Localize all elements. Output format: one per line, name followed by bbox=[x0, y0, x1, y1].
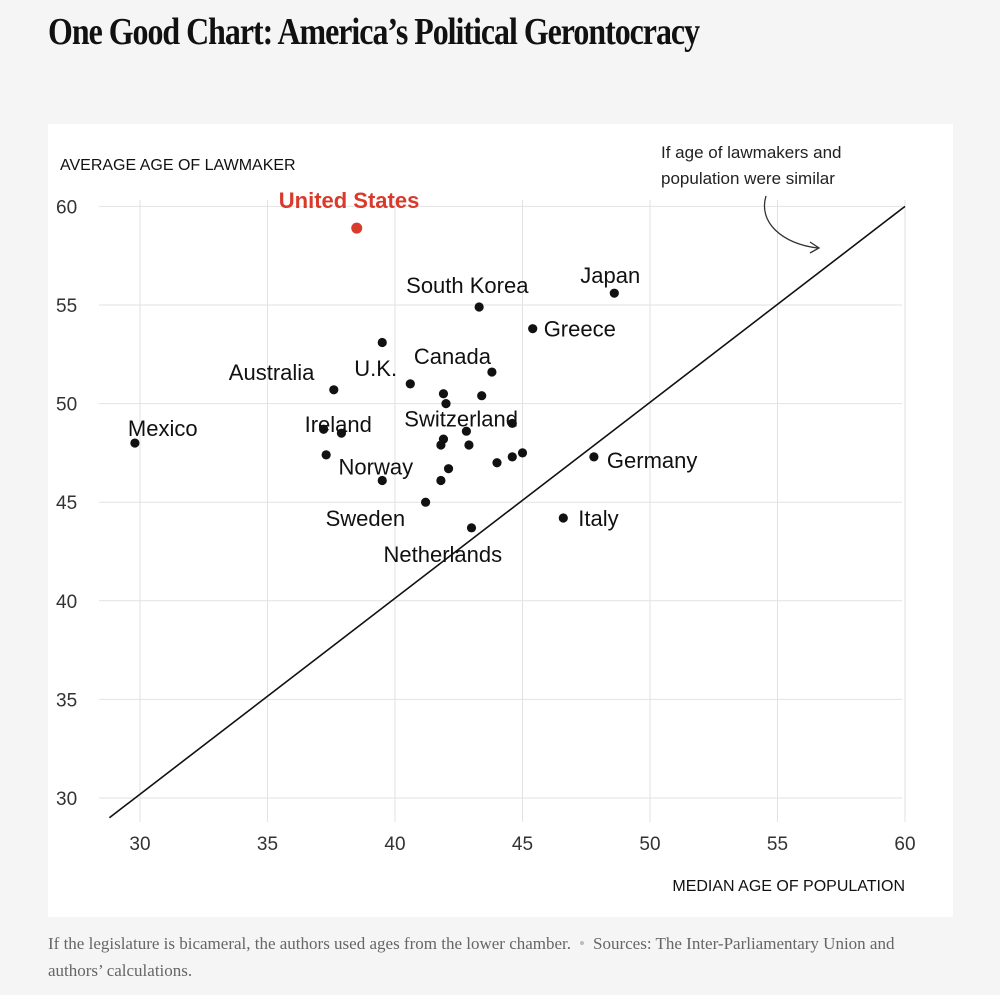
data-point bbox=[517, 448, 528, 458]
data-point bbox=[436, 475, 446, 486]
y-tick-label: 55 bbox=[56, 296, 77, 317]
point-label: Australia bbox=[229, 360, 315, 385]
point-label: Greece bbox=[544, 317, 616, 342]
annotation-arrowhead bbox=[809, 241, 821, 254]
data-point bbox=[507, 452, 517, 462]
data-point bbox=[421, 497, 431, 507]
annotation-line: If age of lawmakers and bbox=[661, 143, 841, 162]
footer-sources: Sources: The Inter-Parliamentary Union a… bbox=[48, 934, 895, 980]
data-point bbox=[377, 475, 387, 486]
point-label: Ireland bbox=[305, 412, 372, 437]
data-point bbox=[329, 385, 339, 395]
data-point bbox=[405, 379, 415, 389]
reference-line bbox=[108, 205, 906, 819]
y-tick-label: 45 bbox=[56, 493, 77, 514]
page-title: One Good Chart: America’s Political Gero… bbox=[48, 11, 700, 53]
axis-ticks: 30 35 40 45 50 55 60 30 35 40 45 50 55 60 bbox=[56, 197, 916, 855]
point-label: United States bbox=[279, 188, 420, 213]
x-tick-label: 50 bbox=[639, 834, 660, 855]
data-point bbox=[441, 399, 451, 409]
point-label: Switzerland bbox=[404, 406, 518, 431]
data-points bbox=[130, 222, 619, 533]
data-point bbox=[558, 513, 568, 523]
data-point bbox=[609, 288, 619, 298]
footer-note: If the legislature is bicameral, the aut… bbox=[48, 934, 572, 953]
point-labels: United States Japan South Korea Greece Canad… bbox=[128, 188, 697, 567]
data-point bbox=[319, 424, 329, 434]
diagonal-line bbox=[108, 205, 906, 819]
annotation-line: population were similar bbox=[661, 169, 835, 188]
y-axis-title: AVERAGE AGE OF LAWMAKER bbox=[60, 157, 296, 174]
y-tick-label: 60 bbox=[56, 197, 77, 218]
y-tick-label: 50 bbox=[56, 395, 77, 416]
y-tick-label: 30 bbox=[56, 789, 77, 810]
data-point bbox=[492, 458, 502, 468]
point-label: Sweden bbox=[326, 506, 406, 531]
footer-separator: • bbox=[579, 934, 585, 953]
x-tick-label: 35 bbox=[257, 834, 278, 855]
data-point bbox=[130, 438, 140, 448]
annotation-arrow bbox=[763, 195, 819, 249]
chart-footer: If the legislature is bicameral, the aut… bbox=[48, 930, 953, 984]
point-label: Italy bbox=[578, 506, 618, 531]
x-tick-label: 30 bbox=[129, 834, 150, 855]
data-point bbox=[336, 428, 347, 438]
data-point bbox=[438, 389, 449, 399]
point-label: Netherlands bbox=[384, 542, 503, 567]
x-tick-label: 55 bbox=[767, 834, 788, 855]
data-point bbox=[436, 440, 446, 450]
reference-annotation: If age of lawmakers and population were s… bbox=[661, 143, 841, 254]
data-point bbox=[351, 222, 363, 234]
point-label: Germany bbox=[607, 448, 697, 473]
data-point bbox=[507, 418, 517, 428]
x-axis-title: MEDIAN AGE OF POPULATION bbox=[672, 878, 905, 895]
data-point bbox=[589, 452, 599, 462]
point-label: Norway bbox=[339, 455, 414, 480]
point-label: Japan bbox=[580, 263, 640, 288]
point-label: Mexico bbox=[128, 416, 198, 441]
point-label: U.K. bbox=[354, 356, 397, 381]
data-point bbox=[487, 367, 497, 377]
data-point bbox=[461, 426, 471, 436]
data-point bbox=[528, 324, 538, 334]
data-point bbox=[377, 337, 387, 348]
data-point bbox=[477, 391, 487, 401]
data-point bbox=[464, 440, 474, 450]
point-label: Canada bbox=[414, 344, 492, 369]
data-point bbox=[321, 450, 331, 460]
x-tick-label: 40 bbox=[384, 834, 405, 855]
data-point bbox=[443, 464, 454, 474]
x-tick-label: 60 bbox=[894, 834, 915, 855]
point-label: South Korea bbox=[406, 273, 529, 298]
data-point bbox=[466, 523, 477, 533]
chart-panel bbox=[48, 124, 953, 917]
x-tick-label: 45 bbox=[512, 834, 533, 855]
y-tick-label: 40 bbox=[56, 592, 77, 613]
y-tick-label: 35 bbox=[56, 690, 77, 711]
data-point bbox=[474, 302, 484, 312]
